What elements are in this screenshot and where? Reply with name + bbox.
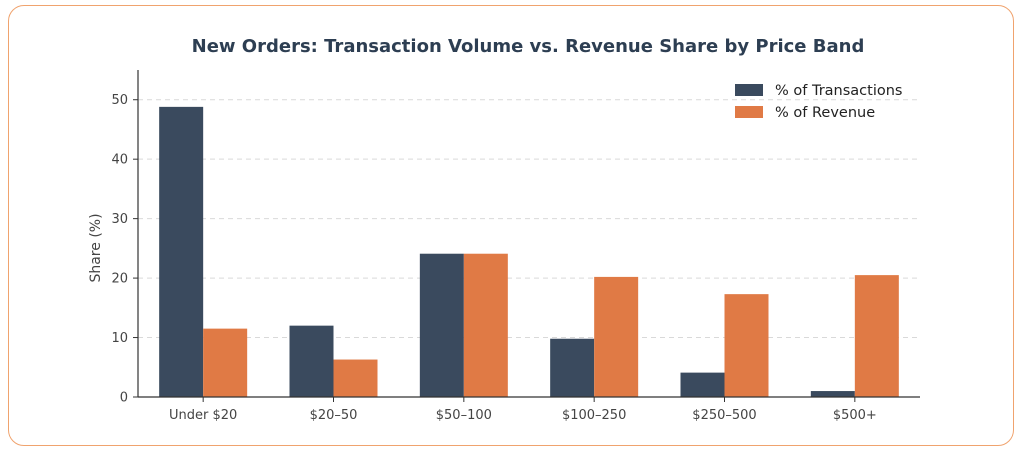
y-ticks: 0 10 20 30 40 50 <box>111 93 138 406</box>
legend-label-1: % of Revenue <box>775 105 875 121</box>
bar-transactions-5 <box>810 391 855 397</box>
x-tick-label-2: $50–100 <box>436 408 492 423</box>
y-tick-label-20: 20 <box>111 272 128 287</box>
gridlines <box>138 99 920 339</box>
legend-swatch-0 <box>735 84 763 96</box>
bar-transactions-3 <box>550 338 595 397</box>
bar-revenue-5 <box>854 275 899 397</box>
y-tick-label-50: 50 <box>111 93 128 108</box>
x-tick-label-3: $100–250 <box>562 408 626 423</box>
y-tick-label-40: 40 <box>111 153 128 168</box>
bar-transactions-1 <box>289 325 334 397</box>
bar-revenue-2 <box>463 253 508 397</box>
bar-revenue-3 <box>594 276 639 397</box>
x-tick-label-1: $20–50 <box>310 408 358 423</box>
x-tick-label-5: $500+ <box>833 408 877 423</box>
x-tick-label-0: Under $20 <box>169 408 237 423</box>
bar-revenue-0 <box>203 328 248 397</box>
bar-transactions-2 <box>419 253 464 397</box>
chart-title: New Orders: Transaction Volume vs. Reven… <box>192 36 865 57</box>
y-tick-label-30: 30 <box>111 212 128 227</box>
y-tick-label-10: 10 <box>111 331 128 346</box>
legend-swatch-1 <box>735 106 763 118</box>
axes <box>137 70 920 398</box>
y-axis-label: Share (%) <box>88 213 104 282</box>
bar-revenue-4 <box>724 294 769 397</box>
bars <box>159 106 899 397</box>
x-tick-label-4: $250–500 <box>692 408 756 423</box>
y-tick-label-0: 0 <box>120 391 128 406</box>
bar-transactions-0 <box>159 106 204 397</box>
bar-revenue-1 <box>333 359 378 397</box>
x-ticks: Under $20 $20–50 $50–100 $100–250 $250–500 $5… <box>169 397 877 423</box>
bar-transactions-4 <box>680 372 725 397</box>
legend-label-0: % of Transactions <box>775 83 902 99</box>
legend: % of Transactions % of Revenue <box>735 83 902 121</box>
